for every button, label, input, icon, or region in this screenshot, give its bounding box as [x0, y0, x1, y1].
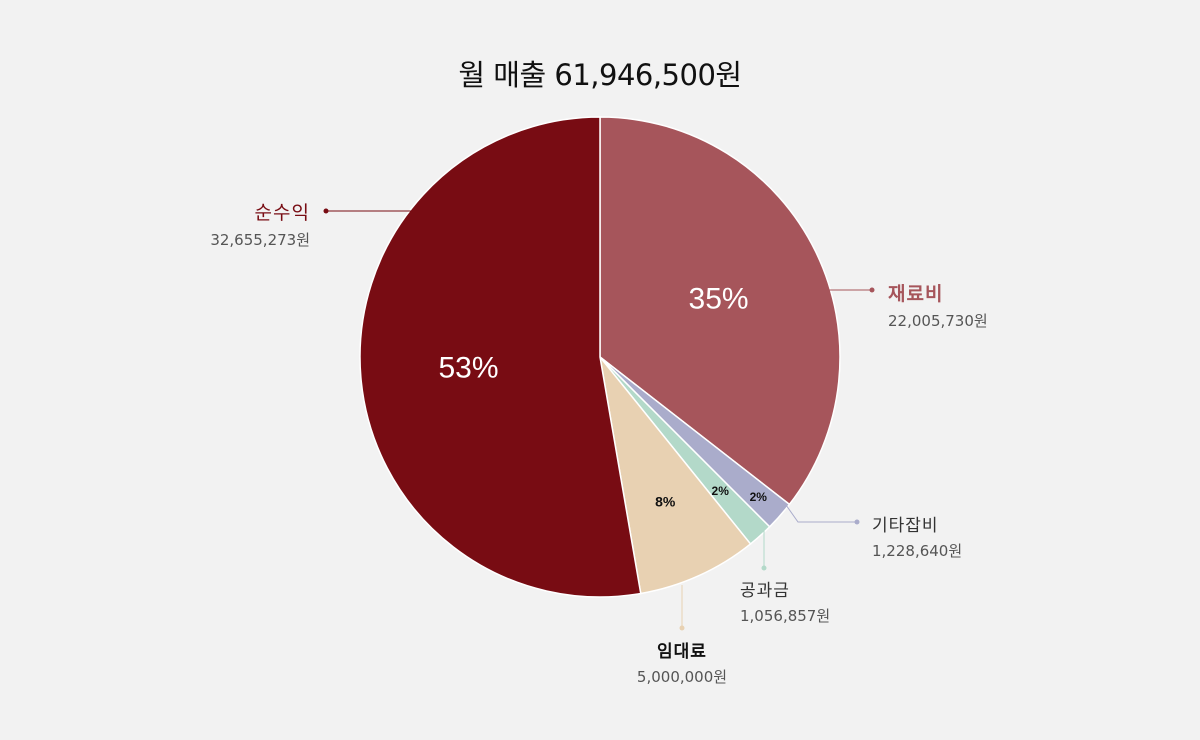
leader-line-misc	[785, 504, 857, 523]
label-misc-name: 기타잡비	[872, 516, 939, 536]
label-rent: 임대료 5,000,000원	[620, 637, 744, 687]
pct-label-utilities: 2%	[712, 484, 730, 498]
pct-label-misc: 2%	[750, 490, 768, 504]
label-rent-name: 임대료	[657, 642, 707, 662]
label-materials: 재료비 22,005,730원	[888, 279, 988, 331]
chart-title: 월 매출 61,946,500원	[458, 58, 742, 92]
leader-dot-utilities	[761, 565, 767, 571]
label-utilities: 공과금 1,056,857원	[740, 576, 830, 626]
pct-label-net-profit: 53%	[438, 352, 498, 385]
label-net-profit: 순수익 32,655,273원	[150, 198, 310, 250]
leader-dot-rent	[679, 625, 685, 631]
label-utilities-name: 공과금	[740, 581, 790, 601]
pie-slice-net-profit	[359, 116, 642, 598]
leader-dot-materials	[869, 287, 875, 293]
label-rent-amount: 5,000,000원	[636, 668, 728, 686]
pie-slice-rent	[598, 354, 752, 595]
label-misc: 기타잡비 1,228,640원	[872, 511, 962, 561]
pct-label-materials: 35%	[689, 283, 749, 316]
label-materials-name: 재료비	[888, 283, 944, 305]
pie-slice-materials	[599, 116, 841, 506]
label-net-profit-name: 순수익	[254, 202, 310, 224]
label-materials-amount: 22,005,730원	[888, 312, 988, 330]
leader-dot-net-profit	[323, 208, 329, 214]
label-net-profit-amount: 32,655,273원	[210, 231, 310, 249]
label-misc-amount: 1,228,640원	[872, 542, 963, 560]
leader-dot-misc	[854, 519, 860, 525]
label-utilities-amount: 1,056,857원	[740, 607, 831, 625]
pct-label-rent: 8%	[655, 493, 676, 509]
